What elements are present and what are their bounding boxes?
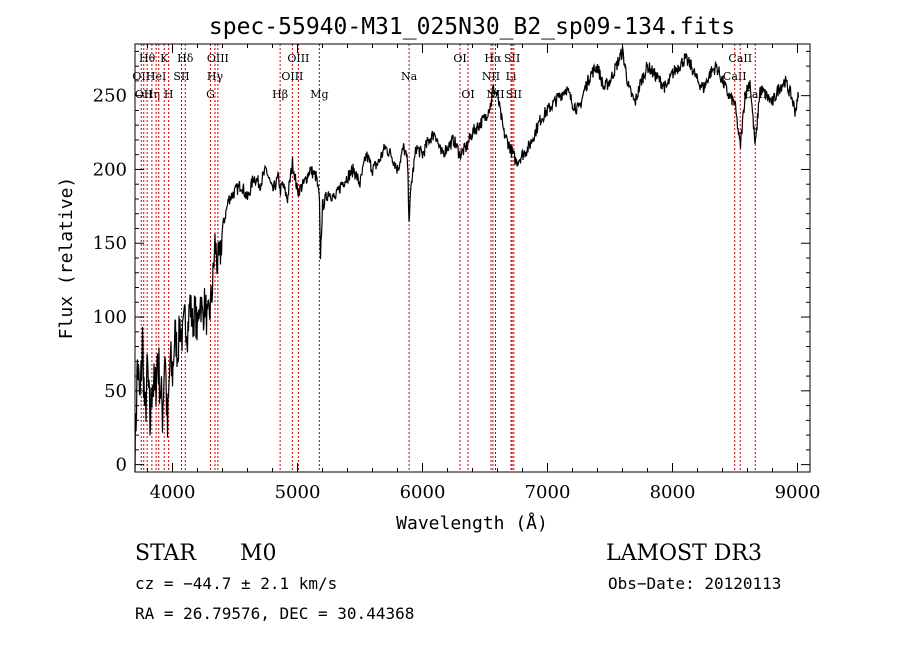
chart-title: spec-55940-M31_025N30_B2_sp09-134.fits: [209, 14, 735, 40]
y-tick-label: 50: [104, 381, 127, 402]
spectral-line-label: OIII: [287, 52, 309, 65]
spectral-line-label: SII: [504, 52, 520, 65]
y-tick-label: 150: [93, 233, 127, 254]
spectral-line-label: HeI: [146, 70, 166, 83]
spectral-line-label: OII: [135, 88, 153, 101]
spectral-line-label: CaII: [723, 70, 747, 83]
y-axis-label: Flux (relative): [56, 177, 77, 340]
x-axis-label: Wavelength (Å): [396, 512, 548, 534]
x-tick-label: 8000: [650, 482, 696, 503]
axis-ticks: 4000 5000 6000 7000 8000 9000 0 50 100 150 200 250: [93, 44, 821, 503]
y-tick-label: 250: [93, 86, 127, 107]
spectral-line-label: Hγ: [207, 70, 224, 83]
y-tick-label: 0: [116, 455, 127, 476]
spectral-line-label: Hδ: [177, 52, 194, 65]
observation-date: Obs−Date: 20120113: [608, 574, 781, 593]
spectral-line-label: OI: [461, 88, 474, 101]
x-tick-label: 6000: [400, 482, 446, 503]
spectral-line-label: NII: [486, 88, 504, 101]
x-tick-label: 4000: [150, 482, 196, 503]
spectrum-series-line: [134, 46, 800, 473]
survey-name: LAMOST DR3: [606, 541, 762, 566]
spectral-line-label: G: [206, 88, 215, 101]
spectral-line-label: SII: [506, 88, 522, 101]
x-tick-label: 5000: [275, 482, 321, 503]
redshift-velocity: cz = −44.7 ± 2.1 km/s: [135, 574, 337, 593]
spectral-line-label: Na: [401, 70, 418, 83]
spectral-line-label: CaII: [728, 52, 752, 65]
ra-dec-coordinates: RA = 26.79576, DEC = 30.44368: [135, 604, 414, 623]
spectral-line-label: H: [164, 88, 174, 101]
object-subclass: M0: [240, 541, 277, 566]
spectral-line-label: K: [160, 52, 169, 65]
spectral-line-markers: OII OII Hθ Hη HeI K H SII Hδ G Hγ OIII Hβ OIII OIII Mg N…: [132, 44, 767, 472]
spectral-line-label: Hα: [484, 52, 502, 65]
y-tick-label: 200: [93, 159, 127, 180]
spectral-line-label: Hβ: [272, 88, 288, 101]
plot-frame: [134, 43, 811, 473]
y-tick-label: 100: [93, 307, 127, 328]
spectral-line-label: Hη: [144, 88, 160, 101]
spectral-line-label: OII: [132, 70, 150, 83]
spectral-line-label: Hθ: [139, 52, 156, 65]
object-class: STAR: [135, 541, 197, 566]
x-tick-label: 9000: [775, 482, 821, 503]
spectral-line-label: Li: [506, 70, 517, 83]
spectral-line-label: SII: [173, 70, 189, 83]
spectral-line-label: OIII: [207, 52, 229, 65]
spectral-line-label: Mg: [310, 88, 328, 101]
spectral-line-label: OIII: [281, 70, 303, 83]
spectral-line-label: NII: [482, 70, 500, 83]
x-tick-label: 7000: [525, 482, 571, 503]
spectral-line-label: OI: [453, 52, 466, 65]
